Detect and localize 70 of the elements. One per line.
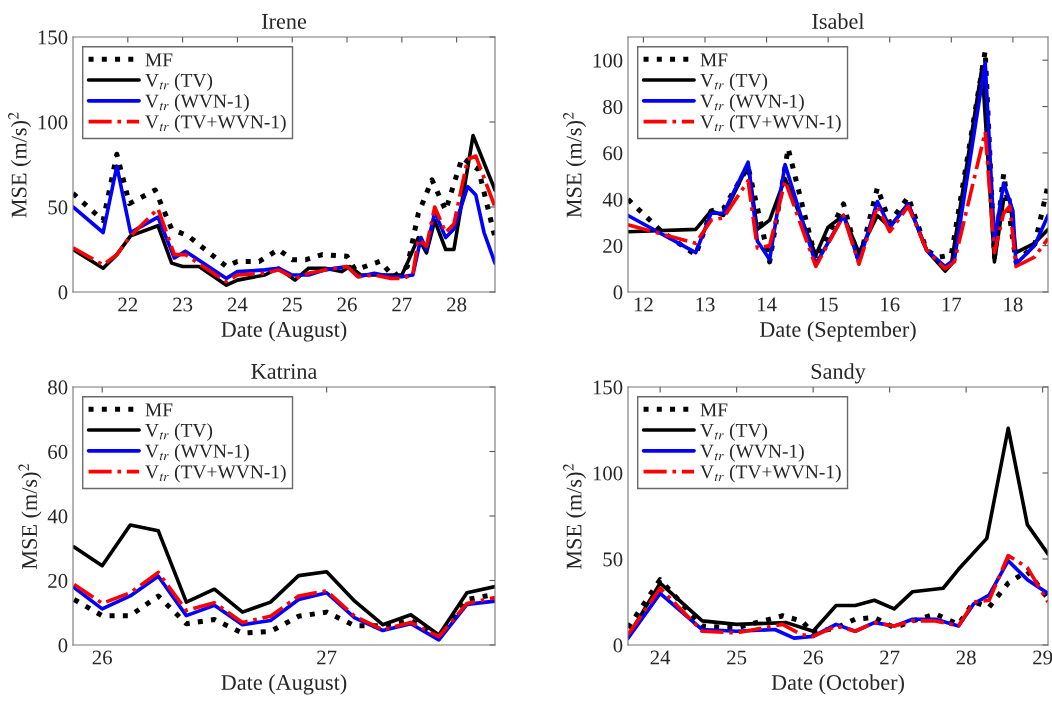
y-tick-label: 40 xyxy=(602,192,623,207)
legend-label: MF xyxy=(700,53,728,67)
x-axis-title: Date (August) xyxy=(221,674,347,695)
line-series xyxy=(73,523,495,637)
x-tick-label: 28 xyxy=(447,297,467,312)
x-tick-label: 15 xyxy=(819,297,838,312)
x-tick-label: 24 xyxy=(650,650,671,665)
chart-title: Katrina xyxy=(251,363,318,379)
y-tick-label: 60 xyxy=(603,146,623,161)
legend-label: MF xyxy=(700,403,728,417)
y-tick-label: 0 xyxy=(58,638,68,653)
legend-label: MF xyxy=(145,403,173,417)
y-tick-label: 100 xyxy=(38,115,68,130)
y-tick-label: 100 xyxy=(593,466,623,481)
legend-label: V$_{tr}$ (TV+WVN-1) xyxy=(145,464,286,483)
x-tick-label: 16 xyxy=(881,297,900,312)
x-tick-label: 29 xyxy=(1033,650,1052,665)
y-axis-title: MSE (m/s)$^{2}$ xyxy=(563,112,587,218)
x-tick-label: 27 xyxy=(317,650,337,665)
x-tick-label: 18 xyxy=(1004,297,1023,312)
legend-label: V$_{tr}$ (WVN-1) xyxy=(145,94,249,112)
x-tick-label: 26 xyxy=(803,650,823,665)
x-tick-label: 14 xyxy=(757,297,777,312)
legend-label: V$_{tr}$ (TV) xyxy=(145,73,213,91)
y-tick-label: 20 xyxy=(603,239,623,254)
y-tick-label: 50 xyxy=(603,552,623,567)
x-tick-label: 27 xyxy=(880,650,900,665)
chart-title: Sandy xyxy=(811,363,866,384)
x-tick-label: 17 xyxy=(942,297,962,312)
y-axis-title: MSE (m/s)$^{2}$ xyxy=(8,112,32,218)
legend-label: V$_{tr}$ (TV+WVN-1) xyxy=(145,114,286,133)
x-tick-label: 26 xyxy=(92,650,112,665)
x-tick-label: 12 xyxy=(634,297,653,312)
y-tick-label: 150 xyxy=(38,30,68,45)
y-tick-label: 60 xyxy=(48,444,68,459)
y-tick-label: 150 xyxy=(593,380,623,395)
y-tick-label: 40 xyxy=(47,509,68,524)
x-axis-title: Date (August) xyxy=(221,321,347,342)
legend-label: V$_{tr}$ (TV+WVN-1) xyxy=(700,114,841,133)
y-tick-label: 0 xyxy=(613,638,623,653)
legend-label: V$_{tr}$ (TV) xyxy=(700,423,768,441)
y-tick-label: 0 xyxy=(613,285,623,300)
legend-label: V$_{tr}$ (TV) xyxy=(700,73,768,91)
x-tick-label: 25 xyxy=(282,297,302,312)
y-tick-label: 0 xyxy=(58,285,68,300)
x-tick-label: 22 xyxy=(118,297,138,312)
x-tick-label: 27 xyxy=(392,297,412,312)
legend-label: V$_{tr}$ (TV+WVN-1) xyxy=(700,464,841,483)
y-tick-label: 100 xyxy=(593,53,623,68)
y-tick-label: 50 xyxy=(48,200,68,215)
x-axis-title: Date (October) xyxy=(771,674,904,695)
x-tick-label: 28 xyxy=(956,650,976,665)
legend-label: MF xyxy=(145,53,173,67)
x-tick-label: 25 xyxy=(727,650,747,665)
legend-label: V$_{tr}$ (WVN-1) xyxy=(700,444,804,462)
x-tick-label: 24 xyxy=(227,297,248,312)
legend-label: V$_{tr}$ (TV) xyxy=(145,423,213,441)
chart-title: Irene xyxy=(261,14,307,29)
x-tick-label: 13 xyxy=(696,297,715,312)
y-axis-title: MSE (m/s)$^{2}$ xyxy=(563,463,587,570)
x-axis-title: Date (September) xyxy=(759,321,916,342)
y-tick-label: 80 xyxy=(48,380,68,395)
legend-label: V$_{tr}$ (WVN-1) xyxy=(700,94,804,112)
legend-label: V$_{tr}$ (WVN-1) xyxy=(145,444,249,462)
y-tick-label: 80 xyxy=(603,99,623,114)
y-tick-label: 20 xyxy=(48,573,68,588)
x-tick-label: 26 xyxy=(337,297,357,312)
y-axis-title: MSE (m/s)$^{2}$ xyxy=(18,463,42,570)
chart-title: Isabel xyxy=(812,13,865,29)
x-tick-label: 23 xyxy=(173,297,193,312)
